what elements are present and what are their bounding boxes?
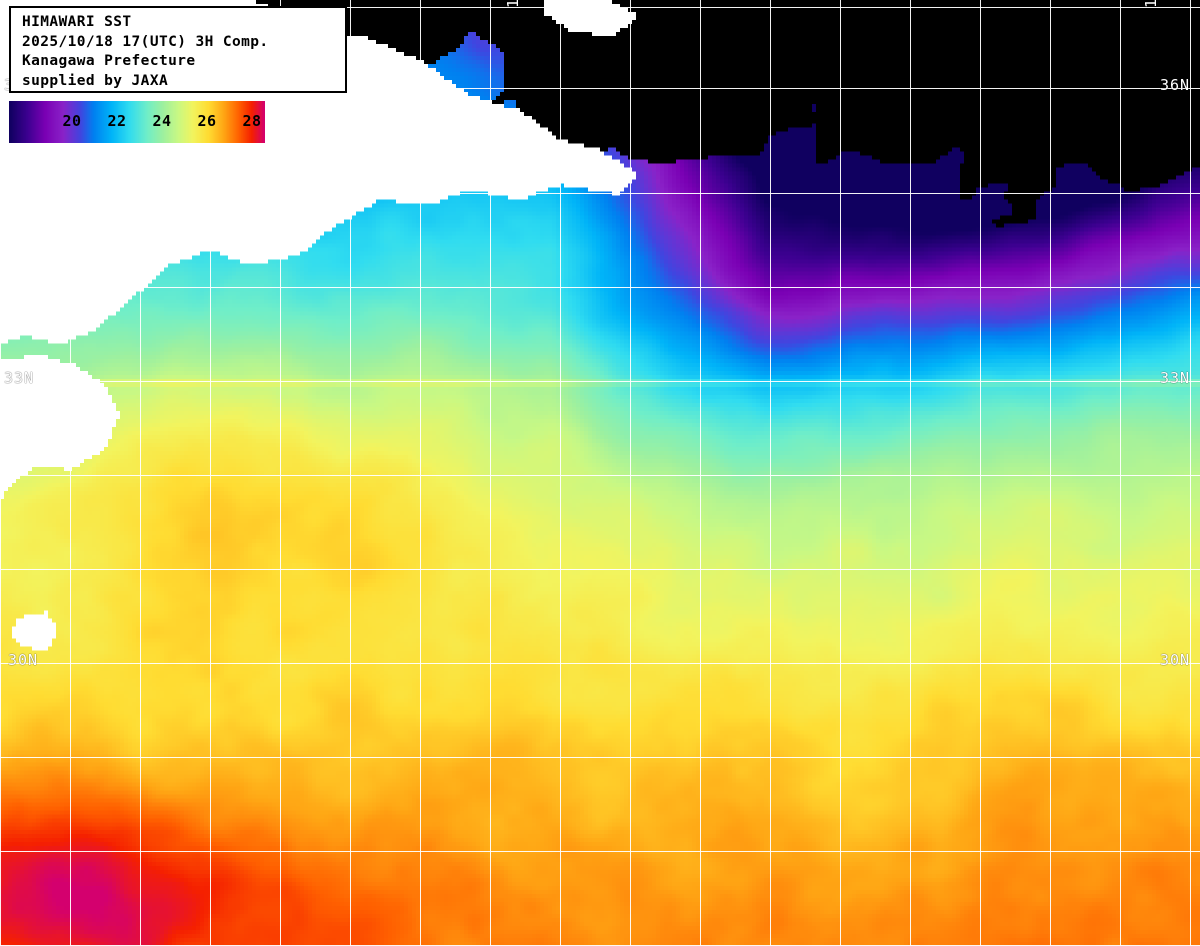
colorbar-tick-20: 20 xyxy=(62,112,82,130)
info-box: HIMAWARI SST 2025/10/18 17(UTC) 3H Comp.… xyxy=(9,6,347,93)
colorbar-tick-28: 28 xyxy=(242,112,262,130)
colorbar-tick-26: 26 xyxy=(197,112,217,130)
info-line-timestamp: 2025/10/18 17(UTC) 3H Comp. xyxy=(22,33,269,50)
colorbar-tick-24: 24 xyxy=(152,112,172,130)
info-line-title: HIMAWARI SST xyxy=(22,14,132,30)
info-line-region: Kanagawa Prefecture xyxy=(22,53,196,69)
colorbar-tick-22: 22 xyxy=(107,112,127,130)
temperature-colorbar: 20 22 24 26 28 xyxy=(9,101,265,143)
colorbar-gradient xyxy=(9,101,265,143)
info-line-credit: supplied by JAXA xyxy=(22,72,169,89)
colorbar-tick-labels: 20 22 24 26 28 xyxy=(9,101,265,143)
